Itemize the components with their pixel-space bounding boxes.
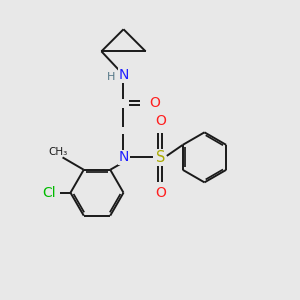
Text: N: N [118, 150, 129, 164]
Text: O: O [155, 114, 166, 128]
Text: Cl: Cl [43, 186, 56, 200]
Text: S: S [156, 150, 165, 165]
Text: H: H [107, 72, 115, 82]
Text: N: N [118, 68, 129, 82]
Text: O: O [155, 186, 166, 200]
Text: CH₃: CH₃ [49, 147, 68, 157]
Text: O: O [150, 96, 160, 110]
